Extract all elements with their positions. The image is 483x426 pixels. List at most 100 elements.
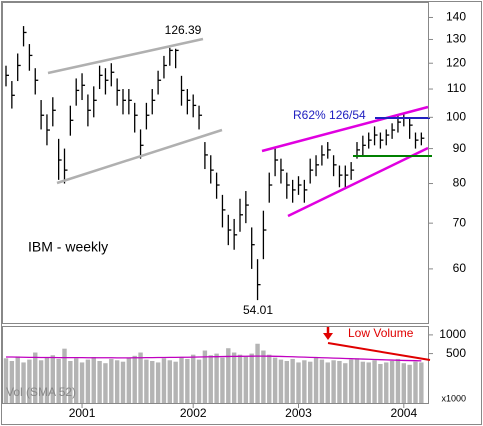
- y-tick-label: 100: [446, 109, 466, 123]
- y-tick-label: 130: [446, 32, 466, 46]
- chart-title: IBM - weekly: [28, 239, 108, 255]
- volume-bar: [366, 362, 371, 403]
- volume-bar: [313, 357, 319, 403]
- volume-bar: [202, 350, 208, 403]
- volume-bar: [237, 354, 243, 403]
- volume-bar: [126, 357, 132, 403]
- volume-bar: [302, 360, 307, 403]
- volume-bar: [261, 350, 266, 403]
- volume-bar: [138, 352, 143, 403]
- wedge-line: [287, 146, 429, 218]
- volume-bar: [337, 360, 342, 403]
- volume-bar: [38, 360, 44, 403]
- volume-sma: [6, 355, 422, 362]
- volume-label: Vol (SMA 52): [6, 385, 76, 399]
- y-tick-label: 80: [453, 176, 467, 190]
- annotation: 126.39: [165, 23, 202, 37]
- volume-bar: [144, 359, 149, 403]
- annotation: Low Volume: [348, 326, 414, 340]
- volume-bar: [150, 360, 155, 403]
- volume-bar: [325, 362, 330, 403]
- volume-bar: [132, 355, 137, 403]
- volume-bar: [384, 362, 389, 403]
- volume-bar: [3, 358, 9, 403]
- y-tick-label: 120: [446, 55, 466, 69]
- wedge-line: [261, 105, 429, 153]
- volume-bar: [267, 354, 272, 403]
- volume-bar: [208, 355, 213, 403]
- x-tick-label: 2004: [390, 406, 417, 420]
- channel-line: [56, 128, 223, 185]
- volume-bar: [319, 359, 325, 403]
- volume-bar: [191, 354, 196, 403]
- volume-bar: [226, 348, 231, 403]
- volume-bar: [214, 353, 219, 403]
- volume-bar: [179, 357, 184, 403]
- volume-bar: [185, 358, 190, 403]
- x-tick-label: 2003: [285, 406, 312, 420]
- volume-bar: [249, 353, 254, 403]
- y-tick-label: 110: [447, 81, 466, 95]
- volume-bar: [220, 357, 225, 403]
- volume-bar: [114, 360, 120, 403]
- volume-bar: [348, 359, 354, 403]
- volume-bar: [74, 358, 79, 403]
- y-tick-label: 60: [453, 261, 467, 275]
- volume-bar: [308, 361, 313, 403]
- volume-bar: [103, 363, 108, 403]
- y-tick-label: 500: [446, 346, 466, 360]
- volume-bar: [27, 359, 32, 403]
- y-tick-label: 90: [453, 141, 467, 155]
- volume-bar: [389, 360, 395, 403]
- volume-bar: [255, 343, 260, 403]
- volume-bar: [419, 362, 424, 403]
- volume-bar: [407, 364, 412, 403]
- volume-bar: [120, 361, 126, 403]
- volume-bar: [354, 358, 360, 403]
- volume-bar: [44, 357, 50, 403]
- channel-line: [47, 37, 204, 75]
- volume-bar: [167, 360, 172, 403]
- volume-bar: [278, 359, 284, 403]
- volume-bar: [79, 362, 85, 403]
- volume-bar: [395, 358, 401, 403]
- volume-bar: [231, 352, 237, 403]
- volume-panel: [2, 326, 429, 404]
- x-tick-label: 2001: [69, 406, 96, 420]
- y-tick-label: 1000: [439, 327, 466, 341]
- volume-bar: [372, 360, 377, 403]
- volume-bar: [33, 352, 38, 403]
- volume-trend: [327, 342, 431, 361]
- volume-bar: [243, 356, 249, 403]
- arrow: [323, 333, 333, 340]
- volume-bar: [343, 363, 348, 403]
- volume-bar: [360, 361, 366, 403]
- price-panel: [2, 2, 429, 324]
- y-tick-label: 70: [453, 215, 467, 229]
- volume-bar: [296, 362, 301, 403]
- volume-bar: [173, 361, 178, 403]
- volume-bar: [56, 358, 61, 403]
- volume-bar: [85, 359, 91, 403]
- volume-bar: [15, 356, 20, 403]
- volume-bar: [401, 363, 406, 403]
- volume-bar: [413, 361, 418, 403]
- volume-bar: [272, 357, 278, 403]
- x-tick-label: 2002: [180, 406, 207, 420]
- volume-bar: [378, 363, 383, 403]
- volume-bar: [97, 360, 102, 403]
- volume-bar: [109, 358, 114, 403]
- y-tick-label: 140: [446, 10, 466, 24]
- volume-bar: [9, 360, 15, 403]
- volume-bar: [21, 362, 26, 403]
- volume-unit: x1000: [441, 393, 466, 403]
- volume-bar: [155, 362, 161, 403]
- volume-bar: [161, 358, 167, 403]
- annotation: R62% 126/54: [293, 108, 366, 122]
- volume-bar: [91, 357, 96, 403]
- annotation: 54.01: [243, 303, 273, 317]
- volume-bar: [68, 360, 73, 403]
- volume-bar: [50, 355, 55, 403]
